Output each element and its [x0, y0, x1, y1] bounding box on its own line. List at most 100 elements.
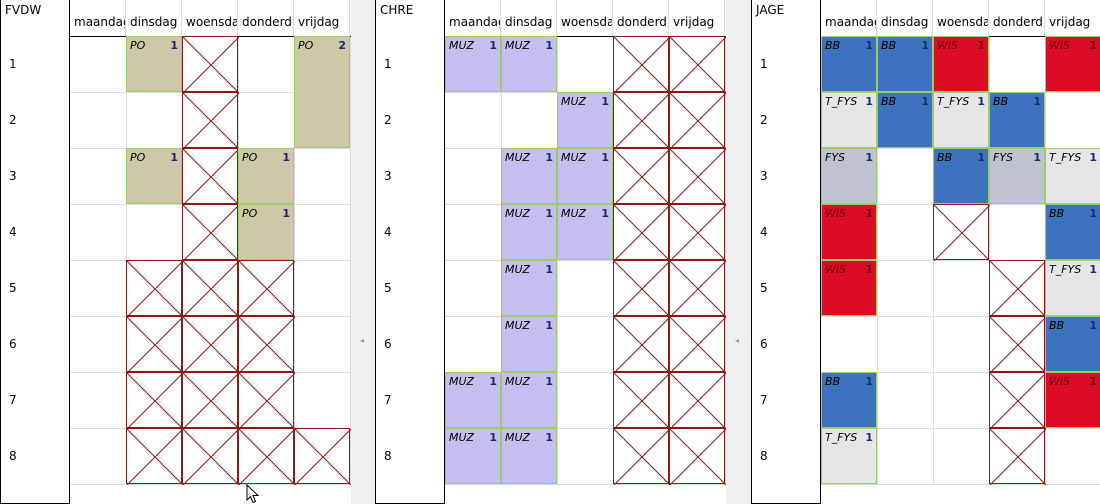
- timetable-grid: maandag dinsdag woensda donderd vrijdag PO 1 PO…: [70, 0, 351, 504]
- lesson-card[interactable]: MUZ 1: [501, 372, 557, 428]
- panel-splitter[interactable]: ◂: [726, 0, 750, 504]
- teacher-name[interactable]: CHRE: [380, 3, 414, 17]
- lesson-card[interactable]: T_FYS 1: [821, 92, 877, 148]
- lesson-card[interactable]: BB 1: [989, 92, 1045, 148]
- lesson-card[interactable]: T_FYS 1: [1045, 148, 1100, 204]
- lesson-card[interactable]: BB 1: [1045, 204, 1100, 260]
- lesson-card[interactable]: MUZ 1: [501, 316, 557, 372]
- lesson-card[interactable]: BB 1: [821, 36, 877, 92]
- lesson-card[interactable]: MUZ 1: [557, 204, 613, 260]
- day-header[interactable]: woensda: [182, 0, 238, 36]
- blocked-cross-icon: [614, 317, 670, 373]
- lesson-card[interactable]: BB 1: [1045, 316, 1100, 372]
- lesson-card[interactable]: MUZ 1: [501, 36, 557, 92]
- day-header[interactable]: vrijdag: [1045, 0, 1100, 36]
- lesson-card[interactable]: PO 1: [238, 204, 294, 260]
- blocked-slot: [182, 260, 239, 317]
- blocked-cross-icon: [670, 317, 726, 373]
- lesson-card[interactable]: WIS 1: [1045, 372, 1100, 428]
- lesson-count: 1: [865, 431, 873, 444]
- period-label: 3: [760, 169, 768, 183]
- lesson-card[interactable]: MUZ 1: [501, 260, 557, 316]
- lesson-card[interactable]: MUZ 1: [557, 92, 613, 148]
- blocked-cross-icon: [614, 205, 670, 261]
- lesson-count: 1: [977, 95, 985, 108]
- day-header[interactable]: vrijdag: [669, 0, 725, 36]
- lesson-card[interactable]: FYS 1: [821, 148, 877, 204]
- day-header[interactable]: maandag: [821, 0, 877, 36]
- lesson-code: PO: [130, 151, 146, 164]
- lesson-card[interactable]: BB 1: [933, 148, 989, 204]
- blocked-cross-icon: [934, 205, 990, 261]
- lesson-card[interactable]: T_FYS 1: [821, 428, 877, 484]
- lesson-count: 1: [1033, 95, 1041, 108]
- blocked-cross-icon: [127, 317, 183, 373]
- lesson-code: WIS: [825, 207, 847, 220]
- lesson-card[interactable]: MUZ 1: [445, 428, 501, 484]
- lesson-card[interactable]: PO 1: [126, 148, 182, 204]
- collapse-arrow-icon[interactable]: ◂: [735, 336, 740, 345]
- teacher-name[interactable]: FVDW: [5, 3, 42, 17]
- day-header[interactable]: maandag: [445, 0, 501, 36]
- blocked-cross-icon: [614, 93, 670, 149]
- lesson-code: PO: [242, 151, 258, 164]
- panel-splitter[interactable]: ◂: [351, 0, 375, 504]
- day-header[interactable]: vrijdag: [294, 0, 350, 36]
- period-label: 6: [384, 337, 392, 351]
- blocked-cross-icon: [670, 149, 726, 205]
- day-header[interactable]: donderd: [989, 0, 1045, 36]
- lesson-code: WIS: [937, 39, 959, 52]
- lesson-card[interactable]: BB 1: [877, 36, 933, 92]
- grid-line: [445, 428, 726, 429]
- day-header[interactable]: maandag: [70, 0, 126, 36]
- lesson-code: PO: [298, 39, 314, 52]
- lesson-card[interactable]: WIS 1: [933, 36, 989, 92]
- day-header[interactable]: woensda: [557, 0, 613, 36]
- lesson-count: 1: [921, 39, 929, 52]
- blocked-cross-icon: [990, 429, 1046, 485]
- period-label: 6: [9, 337, 17, 351]
- period-label: 3: [9, 169, 17, 183]
- lesson-card[interactable]: MUZ 1: [445, 372, 501, 428]
- lesson-card[interactable]: BB 1: [877, 92, 933, 148]
- lesson-card[interactable]: PO 1: [126, 36, 182, 92]
- day-header[interactable]: woensda: [933, 0, 989, 36]
- period-label: 1: [384, 57, 392, 71]
- lesson-card[interactable]: WIS 1: [1045, 36, 1100, 92]
- period-label: 6: [760, 337, 768, 351]
- lesson-card[interactable]: T_FYS 1: [1045, 260, 1100, 316]
- day-header[interactable]: dinsdag: [501, 0, 557, 36]
- lesson-code: PO: [242, 207, 258, 220]
- lesson-code: MUZ: [505, 39, 531, 52]
- lesson-count: 1: [601, 95, 609, 108]
- blocked-slot: [669, 148, 726, 205]
- lesson-count: 1: [601, 207, 609, 220]
- lesson-card[interactable]: FYS 1: [989, 148, 1045, 204]
- lesson-card[interactable]: WIS 1: [821, 260, 877, 316]
- lesson-card[interactable]: MUZ 1: [557, 148, 613, 204]
- lesson-card[interactable]: PO 1: [238, 148, 294, 204]
- lesson-count: 1: [489, 39, 497, 52]
- blocked-cross-icon: [670, 429, 726, 485]
- lesson-card[interactable]: WIS 1: [821, 204, 877, 260]
- lesson-card[interactable]: BB 1: [821, 372, 877, 428]
- lesson-count: 1: [282, 151, 290, 164]
- blocked-slot: [613, 316, 670, 373]
- blocked-slot: [989, 428, 1046, 485]
- lesson-card[interactable]: T_FYS 1: [933, 92, 989, 148]
- day-header[interactable]: dinsdag: [126, 0, 182, 36]
- teacher-name[interactable]: JAGE: [756, 3, 785, 17]
- lesson-count: 1: [545, 319, 553, 332]
- lesson-code: MUZ: [561, 95, 587, 108]
- lesson-code: BB: [1049, 207, 1065, 220]
- blocked-cross-icon: [670, 373, 726, 429]
- day-header[interactable]: donderd: [238, 0, 294, 36]
- lesson-card[interactable]: PO 2: [294, 36, 350, 148]
- lesson-card[interactable]: MUZ 1: [501, 148, 557, 204]
- lesson-card[interactable]: MUZ 1: [501, 204, 557, 260]
- day-header[interactable]: donderd: [613, 0, 669, 36]
- lesson-card[interactable]: MUZ 1: [445, 36, 501, 92]
- lesson-card[interactable]: MUZ 1: [501, 428, 557, 484]
- collapse-arrow-icon[interactable]: ◂: [360, 336, 365, 345]
- day-header[interactable]: dinsdag: [877, 0, 933, 36]
